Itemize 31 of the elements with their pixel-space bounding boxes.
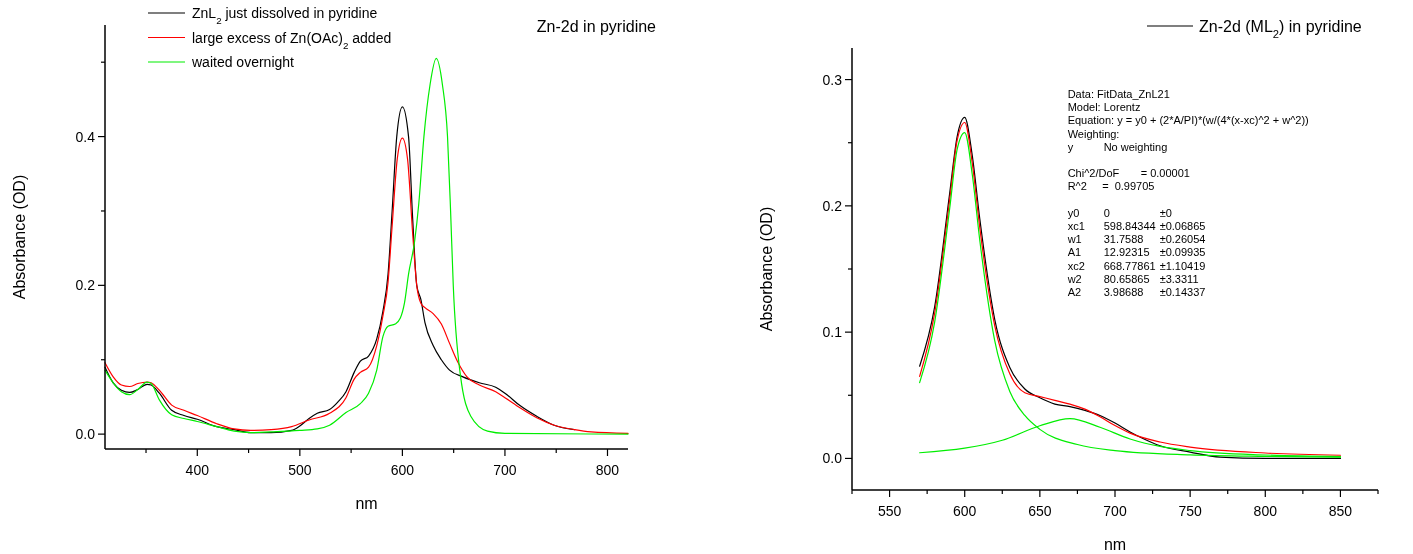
x-tick-label: 700 [493, 462, 517, 478]
x-axis-title: nm [355, 495, 378, 512]
y-tick-label: 0.3 [822, 71, 843, 88]
y-axis-title: Absorbance (OD) [11, 174, 28, 300]
y-tick-label: 0.1 [822, 324, 843, 341]
x-tick-label: 650 [1028, 503, 1052, 519]
y-tick-label: 0.2 [75, 277, 96, 294]
y-tick-label: 0.0 [75, 426, 96, 443]
chart-title: Zn-2d in pyridine [536, 18, 657, 35]
x-tick-label: 600 [390, 462, 415, 478]
y-tick-label: 0.4 [75, 128, 96, 145]
y-tick-label: 0.0 [822, 450, 843, 467]
x-tick-label: 500 [288, 462, 312, 478]
annotation: Chi^2/DoF = 0.00001 R^2 = 0.99705 [1067, 167, 1190, 193]
x-tick-label: 700 [1103, 503, 1127, 519]
legend-label: waited overnight [191, 54, 295, 70]
text: Data: FitData_ZnL21 Model: Lorentz Equation: y = y0 + (2*A/PI)*(w/(4*(x-xc)^2 + w^2)) Weighting: y No weighting [1067, 88, 1309, 153]
x-tick-label: 550 [877, 503, 902, 519]
y-axis-title: Absorbance (OD) [758, 206, 775, 332]
legend-label: ZnL$_{2}$ just dissolved in pyridine [192, 5, 378, 26]
x-tick-label: 600 [953, 503, 977, 519]
x-tick-label: 800 [595, 462, 620, 478]
y-tick-label: 0.2 [822, 197, 843, 214]
x-tick-label: 800 [1253, 503, 1278, 519]
x-tick-label: 400 [185, 462, 210, 478]
x-tick-label: 750 [1178, 503, 1203, 519]
x-axis-title: nm [1103, 536, 1127, 553]
text: y0 0 ±0 xc1 598.84344 ±0.06865 w1 31.7588 ±0.26054 A1 12.92315 ±0.09935 xc2 668.77861 ±1.10419 w2 80.65865 ±3.3311 A2 3.98688 ±0.14337 [1067, 206, 1206, 298]
x-tick-label: 850 [1328, 503, 1353, 519]
legend-label: Zn-2d (ML$_{2}$) in pyridine [1199, 18, 1362, 40]
legend-label: large excess of Zn(OAc)$_{2}$ added [192, 29, 392, 50]
